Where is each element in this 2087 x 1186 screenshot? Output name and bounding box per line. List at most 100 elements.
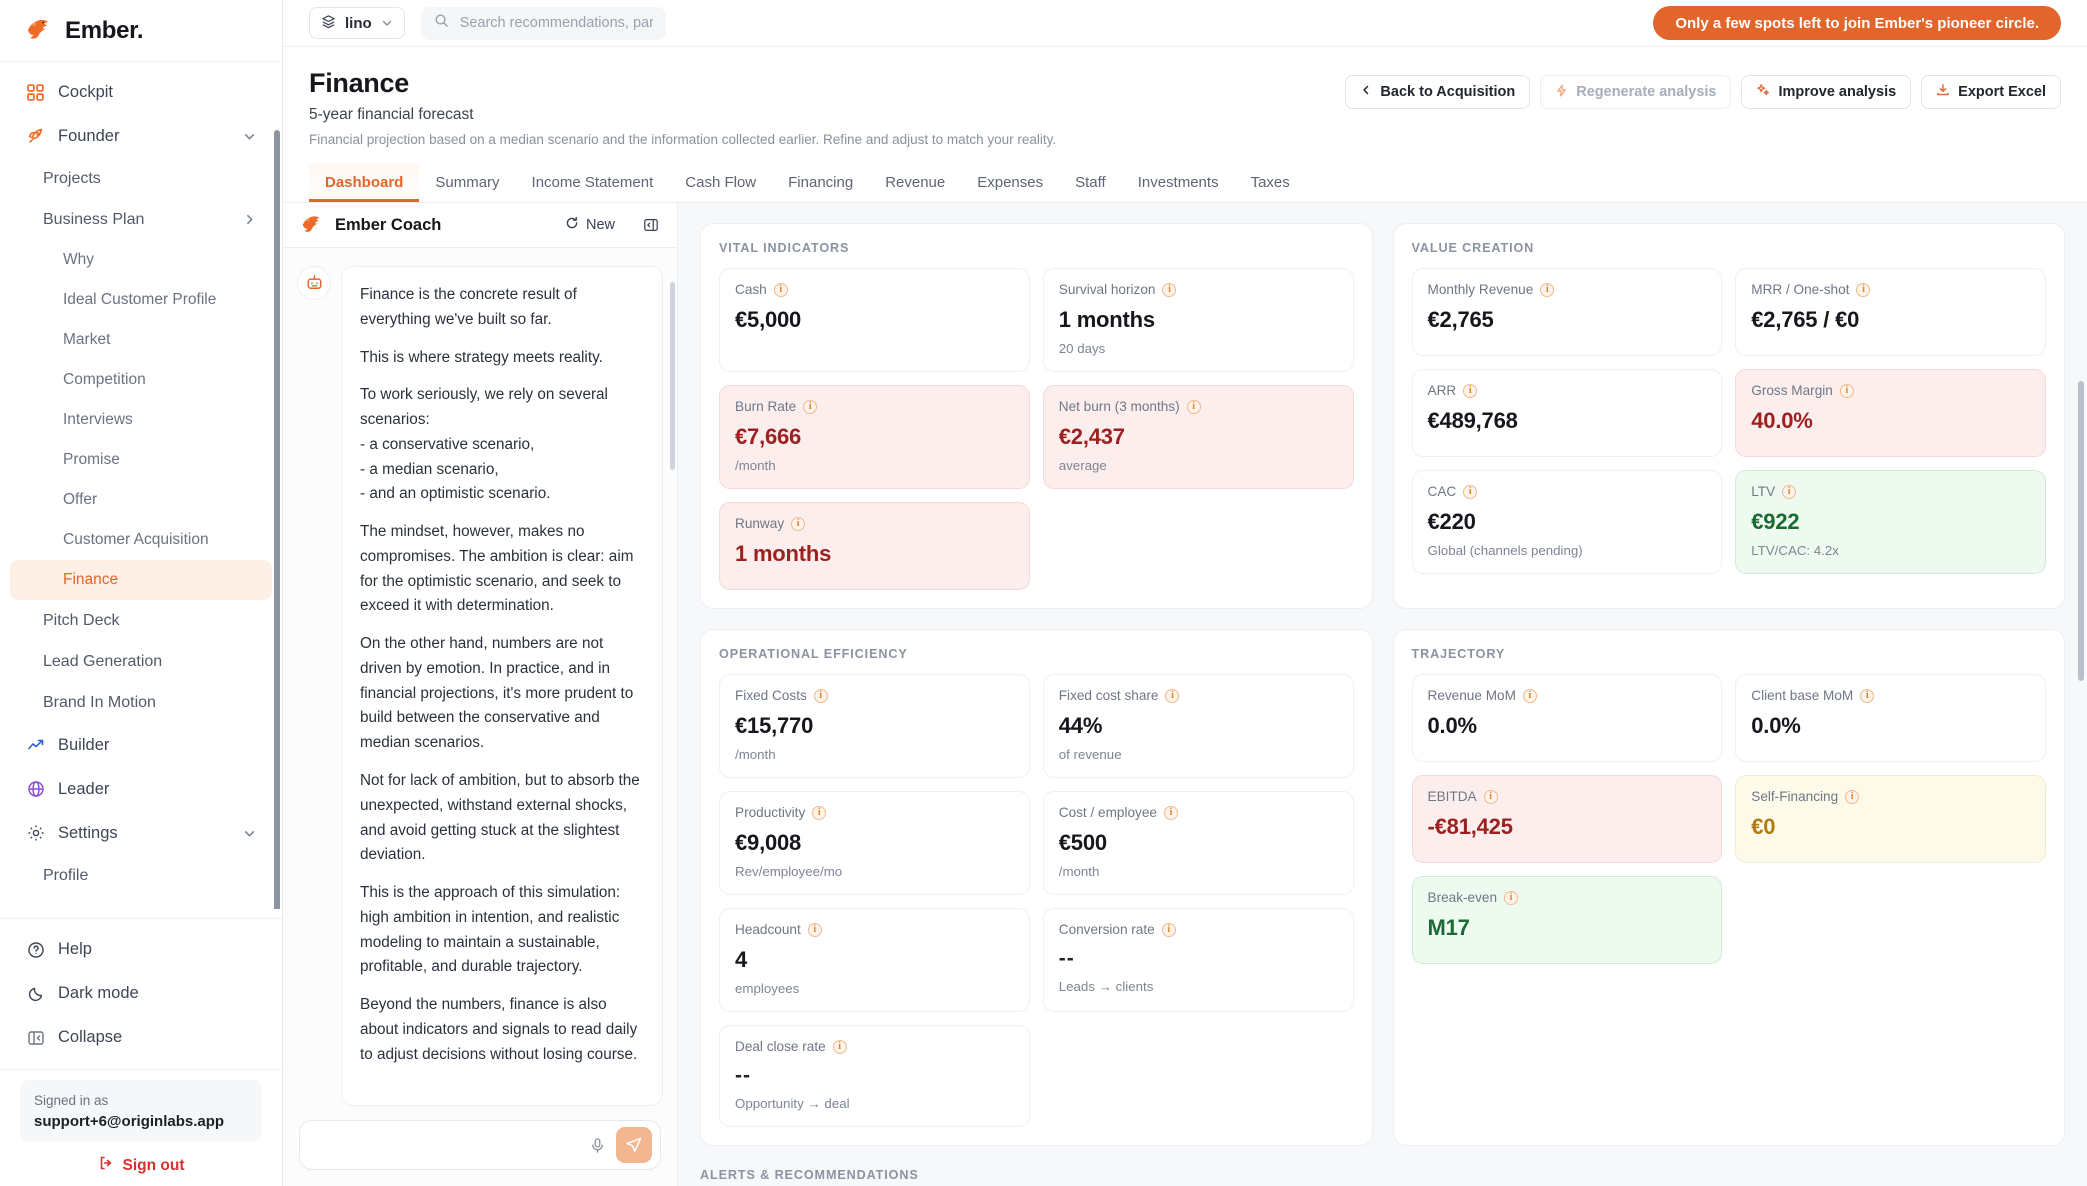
coach-scrollbar[interactable]	[670, 282, 675, 470]
alerts-recommendations-title: ALERTS & RECOMMENDATIONS	[700, 1168, 919, 1182]
kpi-ebitda[interactable]: EBITDA i -€81,425	[1411, 775, 1723, 863]
tab-staff[interactable]: Staff	[1075, 174, 1106, 191]
sidebar-scrollbar[interactable]	[274, 130, 280, 909]
sidebar-item-builder[interactable]: Builder	[6, 723, 276, 767]
info-icon[interactable]: i	[1163, 806, 1178, 820]
info-icon[interactable]: i	[803, 400, 818, 414]
info-icon[interactable]: i	[1839, 384, 1854, 398]
kpi-conversion-rate[interactable]: Conversion rate i -- Leads → clients	[1042, 908, 1354, 1012]
info-icon[interactable]: i	[807, 923, 822, 937]
info-icon[interactable]: i	[1504, 891, 1519, 905]
info-icon[interactable]: i	[1463, 485, 1478, 499]
sidebar-item-settings[interactable]: Settings	[6, 811, 276, 855]
brand-logo[interactable]: Ember.	[0, 0, 282, 62]
info-icon[interactable]: i	[813, 689, 828, 703]
sidebar-item-cockpit[interactable]: Cockpit	[6, 70, 276, 114]
new-conversation-button[interactable]: New	[565, 216, 615, 234]
info-icon[interactable]: i	[1161, 923, 1176, 937]
promo-banner-button[interactable]: Only a few spots left to join Ember's pi…	[1653, 6, 2061, 40]
sidebar-item-leader[interactable]: Leader	[6, 767, 276, 811]
microphone-icon[interactable]	[589, 1137, 606, 1154]
sidebar-item-interviews[interactable]: Interviews	[10, 400, 272, 440]
kpi-cac[interactable]: CAC i €220 Global (channels pending)	[1411, 470, 1723, 574]
kpi-ltv[interactable]: LTV i €922 LTV/CAC: 4.2x	[1735, 470, 2046, 574]
tab-summary[interactable]: Summary	[435, 174, 500, 191]
info-icon[interactable]: i	[1856, 283, 1871, 297]
sidebar-item-founder[interactable]: Founder	[6, 114, 276, 158]
tab-investments[interactable]: Investments	[1137, 174, 1219, 191]
kpi-productivity[interactable]: Productivity i €9,008 Rev/employee/mo	[719, 791, 1030, 895]
sidebar-item-competition[interactable]: Competition	[10, 360, 272, 400]
project-selector[interactable]: lino	[309, 7, 405, 39]
info-icon[interactable]: i	[1186, 400, 1201, 414]
send-message-button[interactable]	[616, 1127, 652, 1163]
chat-input-wrapper[interactable]	[299, 1120, 661, 1170]
export-excel-button[interactable]: Export Excel	[1921, 75, 2061, 109]
kpi-arr[interactable]: ARR i €489,768	[1411, 369, 1723, 457]
info-icon[interactable]: i	[791, 517, 806, 531]
info-icon[interactable]: i	[1782, 485, 1797, 499]
sidebar-item-business-plan[interactable]: Business Plan	[6, 199, 276, 240]
kpi-fixed-costs[interactable]: Fixed Costs i €15,770 /month	[719, 674, 1030, 778]
info-icon[interactable]: i	[1165, 689, 1180, 703]
tab-dashboard[interactable]: Dashboard	[309, 163, 420, 202]
kpi-runway[interactable]: Runway i 1 months	[719, 502, 1030, 590]
tab-revenue[interactable]: Revenue	[885, 174, 946, 191]
sidebar-item-lead-generation[interactable]: Lead Generation	[6, 641, 276, 682]
sidebar-item-promise[interactable]: Promise	[10, 440, 272, 480]
sidebar-item-ideal-customer-profile[interactable]: Ideal Customer Profile	[10, 280, 272, 320]
sidebar-item-brand-in-motion[interactable]: Brand In Motion	[6, 682, 276, 723]
info-icon[interactable]: i	[1540, 283, 1555, 297]
sidebar-item-account[interactable]: Account	[6, 896, 276, 909]
sidebar-item-pitch-deck[interactable]: Pitch Deck	[6, 600, 276, 641]
collapse-panel-icon[interactable]	[643, 217, 659, 233]
sidebar-item-help[interactable]: Help	[6, 928, 276, 972]
regenerate-analysis-button[interactable]: Regenerate analysis	[1540, 75, 1732, 109]
tab-cash-flow[interactable]: Cash Flow	[685, 174, 757, 191]
kpi-monthly-revenue[interactable]: Monthly Revenue i €2,765	[1411, 268, 1723, 356]
info-icon[interactable]: i	[832, 1040, 847, 1054]
kpi-deal-close-rate[interactable]: Deal close rate i -- Opportunity → deal	[719, 1025, 1030, 1127]
info-icon[interactable]: i	[1162, 283, 1177, 297]
kpi-headcount[interactable]: Headcount i 4 employees	[719, 908, 1030, 1012]
info-icon[interactable]: i	[1860, 689, 1875, 703]
chat-input[interactable]	[316, 1136, 579, 1154]
search-box[interactable]	[420, 6, 666, 40]
tab-expenses[interactable]: Expenses	[977, 174, 1044, 191]
tab-taxes[interactable]: Taxes	[1250, 174, 1290, 191]
kpi-client-base-mom[interactable]: Client base MoM i 0.0%	[1735, 674, 2046, 762]
sign-out-button[interactable]: Sign out	[0, 1155, 282, 1176]
sidebar-item-collapse[interactable]: Collapse	[6, 1016, 276, 1060]
kpi-fixed-cost-share[interactable]: Fixed cost share i 44% of revenue	[1042, 674, 1354, 778]
info-icon[interactable]: i	[1845, 790, 1860, 804]
kpi-self-financing[interactable]: Self-Financing i €0	[1735, 775, 2046, 863]
info-icon[interactable]: i	[1463, 384, 1478, 398]
back-to-acquisition-button[interactable]: Back to Acquisition	[1345, 75, 1531, 109]
kpi-break-even[interactable]: Break-even i M17	[1411, 876, 1723, 964]
kpi-survival-horizon[interactable]: Survival horizon i 1 months 20 days	[1042, 268, 1354, 372]
kpi-cash[interactable]: Cash i €5,000	[719, 268, 1030, 372]
sidebar-item-market[interactable]: Market	[10, 320, 272, 360]
info-icon[interactable]: i	[1483, 790, 1498, 804]
info-icon[interactable]: i	[1522, 689, 1537, 703]
kpi-burn-rate[interactable]: Burn Rate i €7,666 /month	[719, 385, 1030, 489]
sidebar-item-profile[interactable]: Profile	[6, 855, 276, 896]
tab-income-statement[interactable]: Income Statement	[531, 174, 654, 191]
sidebar-item-offer[interactable]: Offer	[10, 480, 272, 520]
kpi-net-burn[interactable]: Net burn (3 months) i €2,437 average	[1042, 385, 1354, 489]
improve-analysis-button[interactable]: Improve analysis	[1741, 75, 1912, 109]
info-icon[interactable]: i	[812, 806, 827, 820]
kpi-revenue-mom[interactable]: Revenue MoM i 0.0%	[1411, 674, 1723, 762]
sidebar-item-finance[interactable]: Finance	[10, 560, 272, 600]
tab-financing[interactable]: Financing	[788, 174, 854, 191]
kpi-gross-margin[interactable]: Gross Margin i 40.0%	[1735, 369, 2046, 457]
sidebar-item-customer-acquisition[interactable]: Customer Acquisition	[10, 520, 272, 560]
kpi-mrr-one-shot[interactable]: MRR / One-shot i €2,765 / €0	[1735, 268, 2046, 356]
sidebar-item-projects[interactable]: Projects	[6, 158, 276, 199]
sidebar-item-why[interactable]: Why	[10, 240, 272, 280]
search-input[interactable]	[459, 15, 653, 31]
info-icon[interactable]: i	[773, 283, 788, 297]
dashboard-scrollbar[interactable]	[2078, 381, 2084, 681]
kpi-cost-per-employee[interactable]: Cost / employee i €500 /month	[1042, 791, 1354, 895]
sidebar-item-dark-mode[interactable]: Dark mode	[6, 972, 276, 1016]
